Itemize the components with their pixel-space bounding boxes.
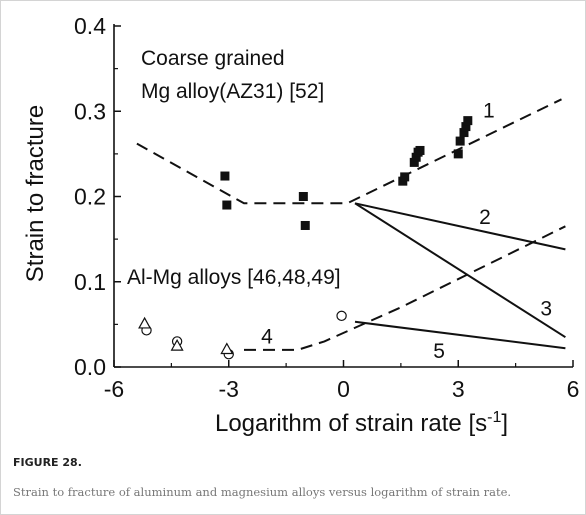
- curve-2: [354, 202, 566, 251]
- chart-curves: [136, 98, 566, 351]
- y-tick-label: 0.3: [74, 98, 106, 124]
- mg-point: [455, 136, 465, 146]
- al-mg-circle-point: [336, 310, 347, 322]
- x-tick-label: 6: [567, 376, 580, 402]
- mg-point: [463, 116, 473, 126]
- al-mg-triangle-point: [170, 338, 184, 351]
- al-mg-triangle-point: [138, 316, 152, 329]
- x-axis-label: Logarithm of strain rate [s-1]: [215, 409, 508, 437]
- curve-label-2: 2: [479, 206, 491, 229]
- curve-4: [244, 225, 566, 351]
- mg-point: [459, 128, 469, 138]
- curve-label-1: 1: [483, 100, 495, 123]
- mg-point: [400, 172, 410, 182]
- x-tick-label: 0: [337, 376, 350, 402]
- curve-label-3: 3: [540, 297, 552, 320]
- annotation-al-mg: Al-Mg alloys [46,48,49]: [127, 266, 341, 289]
- chart: 0.0 0.1 0.2 0.3 0.4 -6 -3 0 3 6 Logarithm of strai…: [22, 13, 579, 437]
- curve-label-4: 4: [261, 325, 273, 348]
- x-tick-label: -6: [104, 376, 124, 402]
- al-mg-triangle-point: [220, 342, 234, 355]
- mg-point: [415, 145, 425, 155]
- curve-1: [136, 98, 562, 205]
- x-tick-label: -3: [219, 376, 239, 402]
- curve-label-5: 5: [433, 340, 445, 363]
- y-tick-label: 0.0: [74, 354, 106, 380]
- mg-point: [300, 220, 310, 230]
- y-tick-label: 0.4: [74, 13, 106, 39]
- figure-caption: Strain to fracture of aluminum and magne…: [13, 485, 512, 499]
- figure-label: FIGURE 28.: [13, 456, 82, 469]
- mg-point: [411, 152, 421, 162]
- mg-point: [453, 149, 463, 159]
- chart-points: [138, 116, 473, 360]
- mg-point: [220, 171, 230, 181]
- curve-3: [354, 202, 566, 339]
- annotation-mg-line2: Mg alloy(AZ31) [52]: [141, 80, 324, 103]
- y-tick-label: 0.2: [74, 184, 106, 210]
- x-tick-label: 3: [452, 376, 465, 402]
- mg-point: [222, 200, 232, 210]
- mg-point: [461, 122, 471, 132]
- curve-5: [354, 320, 566, 350]
- mg-point: [298, 192, 308, 201]
- y-tick-label: 0.1: [74, 269, 106, 295]
- mg-point: [409, 157, 419, 167]
- chart-text: 0.0 0.1 0.2 0.3 0.4 -6 -3 0 3 6 Logarithm of strai…: [22, 13, 579, 437]
- y-axis-label: Strain to fracture: [22, 105, 49, 282]
- annotation-mg-line1: Coarse grained: [141, 47, 285, 70]
- chart-axes: [113, 24, 574, 368]
